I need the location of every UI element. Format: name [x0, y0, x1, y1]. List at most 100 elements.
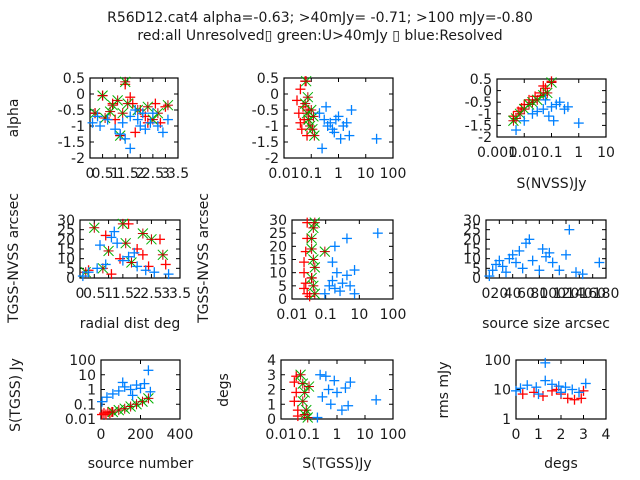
y-tick-label: 10 — [493, 383, 511, 399]
data-point — [519, 115, 530, 126]
data-point — [137, 228, 149, 239]
data-point — [517, 263, 528, 274]
data-point — [331, 267, 342, 278]
x-tick-label: 2 — [557, 427, 566, 443]
data-point — [540, 357, 551, 368]
data-point — [125, 143, 136, 154]
series-blue — [484, 224, 605, 282]
data-point — [562, 393, 573, 404]
y-tick-label: 5 — [278, 279, 287, 295]
y-tick-label: 0 — [76, 87, 85, 103]
data-point — [540, 375, 551, 386]
data-point — [527, 108, 538, 119]
y-tick-label: 10 — [78, 368, 96, 384]
x-tick-label: 160 — [579, 286, 606, 302]
x-axis-label: degs — [544, 456, 578, 472]
series-blue — [312, 369, 382, 423]
panel-alpha-vs-tgss-flux: 0.50-0.5-1-1.5-20.01 0.1 1 10 100 — [252, 71, 407, 182]
x-tick-label: 0 — [97, 427, 106, 443]
y-tick-label: 15 — [57, 242, 75, 258]
y-tick-label: 0 — [66, 271, 75, 287]
data-point — [576, 393, 587, 404]
data-point — [117, 377, 128, 388]
y-tick-label: -1.5 — [252, 135, 279, 151]
data-point — [160, 259, 171, 270]
data-point — [345, 377, 356, 388]
data-point — [304, 291, 315, 302]
series-green — [295, 369, 315, 423]
data-point — [541, 87, 553, 99]
data-point — [289, 377, 300, 388]
x-tick-label: 0.01 — [268, 166, 299, 182]
data-point — [340, 383, 351, 394]
data-point — [544, 247, 555, 258]
y-tick-label: 100 — [69, 353, 96, 369]
data-point — [371, 133, 382, 144]
data-point — [120, 133, 131, 144]
series-green — [89, 76, 174, 141]
data-point — [349, 265, 360, 276]
data-point — [335, 133, 346, 144]
data-point — [571, 267, 581, 278]
series-blue — [319, 228, 383, 299]
y-tick-label: 20 — [463, 232, 481, 248]
data-point — [312, 412, 323, 423]
data-point — [125, 384, 136, 395]
x-tick-label: 10 — [356, 427, 374, 443]
data-point — [160, 101, 171, 112]
data-point — [329, 127, 340, 138]
data-point — [127, 390, 138, 401]
data-point — [325, 399, 336, 410]
data-point — [540, 94, 551, 105]
data-point — [534, 265, 545, 276]
data-point — [117, 218, 129, 230]
y-tick-label: 20 — [57, 232, 75, 248]
data-point — [299, 257, 310, 268]
data-point — [152, 107, 164, 119]
series-blue — [314, 101, 382, 154]
y-tick-label: 0 — [267, 412, 276, 428]
data-point — [317, 143, 328, 154]
data-point — [372, 228, 383, 239]
x-tick-label: 1 — [534, 427, 543, 443]
x-tick-label: 0.01 — [265, 427, 296, 443]
data-point — [135, 121, 146, 131]
data-point — [143, 393, 154, 404]
x-tick-label: 100 — [380, 307, 407, 323]
data-point — [87, 117, 98, 128]
y-tick-label: 10 — [57, 252, 75, 268]
data-point — [113, 385, 124, 396]
data-point — [327, 257, 338, 268]
data-point — [309, 130, 320, 141]
series-red — [299, 217, 317, 302]
x-tick-label: 0.1 — [300, 166, 322, 182]
x-tick-label: 20 — [490, 286, 508, 302]
x-tick-label: 40 — [504, 286, 522, 302]
data-point — [329, 241, 340, 252]
series-red — [517, 384, 589, 405]
y-axis-label: degs — [216, 373, 232, 407]
data-point — [306, 243, 318, 255]
data-point — [147, 108, 158, 119]
x-axis-label: S(NVSS)Jy — [516, 176, 586, 192]
series-blue — [511, 357, 591, 400]
x-tick-label: 180 — [593, 286, 620, 302]
y-tick-label: 0.5 — [63, 71, 85, 87]
y-tick-label: -2 — [71, 151, 85, 167]
data-point — [292, 95, 303, 106]
data-point — [145, 386, 156, 397]
figure-title-line2: red:all Unresolved▯ green:U>40mJy ▯ blue… — [137, 28, 503, 44]
data-point — [560, 382, 571, 393]
data-point — [122, 98, 134, 109]
data-point — [142, 101, 154, 113]
data-point — [487, 265, 498, 276]
x-axis-label: radial dist deg — [80, 316, 180, 332]
data-point — [511, 385, 521, 396]
y-tick-label: -1.5 — [58, 135, 85, 151]
data-point — [149, 267, 160, 278]
data-point — [96, 396, 107, 407]
x-tick-label: 80 — [530, 286, 548, 302]
